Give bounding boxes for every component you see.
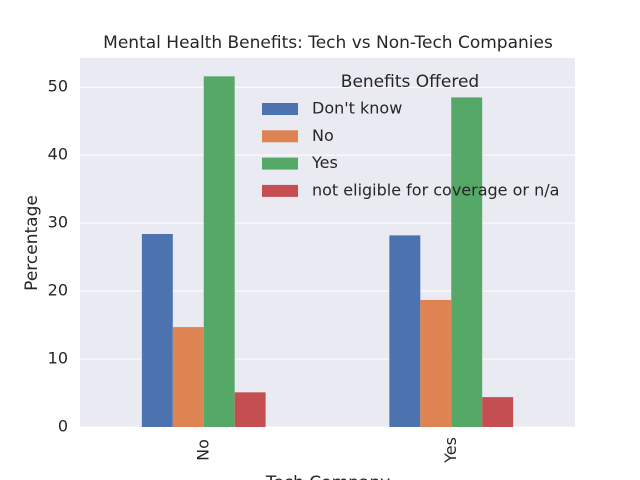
legend-label: not eligible for coverage or n/a: [312, 180, 559, 199]
bar: [172, 327, 204, 427]
bar: [203, 76, 235, 427]
legend-swatch: [262, 157, 298, 170]
y-tick-label: 20: [48, 281, 68, 300]
legend-label: No: [312, 126, 334, 145]
y-tick-label: 50: [48, 77, 68, 96]
bar: [234, 392, 266, 427]
x-tick-label: No: [193, 439, 212, 461]
legend-label: Yes: [311, 153, 338, 172]
legend-swatch: [262, 184, 298, 197]
y-tick-label: 0: [58, 417, 68, 436]
x-axis-label: Tech Company: [265, 473, 390, 480]
y-tick-label: 40: [48, 145, 68, 164]
bar: [482, 397, 514, 427]
chart-title: Mental Health Benefits: Tech vs Non-Tech…: [103, 33, 553, 53]
legend-swatch: [262, 103, 298, 115]
legend-title: Benefits Offered: [341, 72, 479, 92]
legend-swatch: [262, 130, 298, 143]
bar: [389, 235, 421, 427]
bar: [420, 299, 452, 427]
y-tick-label: 10: [48, 349, 68, 368]
bar: [141, 234, 173, 427]
y-tick-label: 30: [48, 213, 68, 232]
legend-label: Don't know: [312, 99, 402, 118]
bar: [451, 97, 483, 427]
y-axis-label: Percentage: [22, 195, 42, 291]
x-tick-label: Yes: [441, 437, 460, 464]
